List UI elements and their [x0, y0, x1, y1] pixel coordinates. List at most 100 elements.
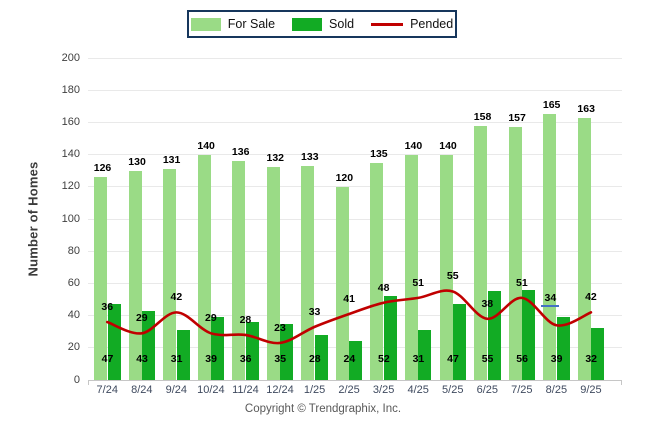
gridline: [88, 154, 622, 156]
for-sale-bar: [94, 177, 107, 380]
y-tick-label: 180: [61, 83, 80, 96]
pended-value-label: 41: [343, 292, 355, 305]
for-sale-value-label: 120: [335, 171, 354, 184]
legend-label-pended: Pended: [410, 16, 454, 31]
for-sale-value-label: 140: [404, 139, 423, 152]
for-sale-bar: [163, 169, 177, 380]
gridline: [88, 57, 622, 59]
x-tick-label: 12/24: [266, 384, 294, 396]
pended-value-label: 51: [412, 276, 425, 289]
x-tick-label: 2/25: [338, 384, 360, 396]
for-sale-bar: [577, 117, 591, 380]
for-sale-value-label: 157: [508, 112, 526, 125]
for-sale-bar: [404, 154, 418, 380]
for-sale-bar: [128, 170, 142, 380]
for-sale-value-label: 131: [162, 154, 181, 167]
pended-value-label: 55: [446, 270, 459, 283]
y-tick-label: 20: [67, 341, 80, 354]
for-sale-bar: [266, 167, 280, 380]
y-tick-label: 60: [67, 276, 80, 289]
x-tick-label: 7/24: [96, 384, 118, 396]
pended-line-swatch: [371, 22, 404, 26]
sold-value-label: 56: [516, 353, 528, 365]
x-tick-label: 11/24: [232, 384, 259, 396]
y-tick-label: 40: [67, 309, 80, 322]
gridline: [88, 186, 622, 188]
gridline: [88, 121, 622, 123]
for-sale-swatch: [190, 17, 221, 31]
sold-bar: [211, 317, 225, 380]
legend-label-sold: Sold: [329, 16, 355, 31]
pended-value-label: 33: [308, 305, 321, 318]
for-sale-value-label: 133: [301, 150, 319, 163]
for-sale-value-label: 140: [197, 139, 215, 152]
x-tick-label: 9/24: [165, 384, 188, 396]
sold-bar: [107, 304, 121, 380]
pended-value-label: 38: [481, 297, 494, 310]
axis-end-tick: [88, 380, 89, 385]
x-tick-label: 9/25: [580, 384, 602, 396]
y-axis-title: Number of Homes: [25, 161, 41, 277]
for-sale-value-label: 165: [542, 99, 561, 112]
sold-value-label: 28: [308, 353, 321, 365]
gridline: [88, 282, 622, 284]
pended-value-label: 29: [205, 312, 217, 325]
for-sale-value-label: 158: [473, 110, 492, 123]
gridline: [88, 89, 622, 91]
x-tick-label: 3/25: [372, 384, 395, 396]
sold-bar: [349, 341, 363, 380]
x-tick-label: 8/25: [545, 384, 568, 396]
axis-end-tick: [621, 380, 622, 385]
pended-value-label: 51: [516, 276, 528, 289]
for-sale-value-label: 135: [370, 147, 388, 160]
sold-bar: [383, 296, 397, 380]
for-sale-bar: [474, 125, 488, 380]
y-tick-label: 120: [61, 180, 80, 193]
pended-value-label: 23: [274, 321, 286, 334]
for-sale-value-label: 140: [439, 139, 457, 152]
sold-bar: [556, 317, 570, 380]
gridline: [88, 379, 622, 381]
sold-value-label: 31: [412, 353, 425, 365]
legend-item-sold: Sold: [292, 16, 355, 31]
x-tick-label: 1/25: [303, 384, 326, 396]
for-sale-value-label: 132: [266, 152, 285, 165]
y-tick-label: 80: [67, 244, 80, 257]
gridline: [88, 250, 622, 252]
y-tick-label: 0: [73, 373, 80, 386]
for-sale-bar: [439, 154, 453, 380]
for-sale-bar: [508, 127, 522, 380]
sold-value-label: 35: [274, 353, 287, 365]
sold-bar: [245, 322, 259, 380]
x-tick-label: 6/25: [476, 384, 498, 396]
sold-value-label: 55: [481, 353, 494, 365]
sold-value-label: 47: [447, 353, 459, 365]
legend-item-for-sale: For Sale: [190, 16, 276, 31]
for-sale-bar: [370, 162, 384, 380]
y-tick-label: 140: [61, 148, 80, 161]
gridline: [88, 218, 622, 220]
pended-value-label: 48: [377, 281, 390, 294]
y-tick-label: 160: [61, 115, 80, 128]
legend-label-for-sale: For Sale: [227, 16, 276, 31]
pended-value-label: 28: [239, 313, 252, 326]
x-tick-label: 5/25: [442, 384, 464, 396]
y-tick-label: 200: [61, 51, 80, 64]
for-sale-bar: [335, 186, 349, 380]
sold-value-label: 52: [378, 353, 390, 365]
y-tick-label: 100: [61, 212, 80, 225]
sold-value-label: 43: [136, 353, 148, 365]
pended-value-label: 36: [101, 301, 114, 314]
for-sale-bar: [232, 161, 246, 380]
for-sale-bar: [197, 154, 211, 380]
for-sale-value-label: 130: [128, 155, 146, 168]
sold-value-label: 39: [550, 353, 563, 365]
for-sale-value-label: 163: [577, 102, 595, 115]
pended-value-label: 42: [585, 291, 597, 304]
pended-value-label: 29: [135, 312, 148, 325]
for-sale-bar: [301, 165, 315, 380]
for-sale-value-label: 136: [231, 146, 250, 159]
x-tick-label: 4/25: [407, 384, 429, 396]
x-tick-label: 10/24: [197, 384, 225, 396]
pended-value-label: 34: [544, 292, 557, 305]
